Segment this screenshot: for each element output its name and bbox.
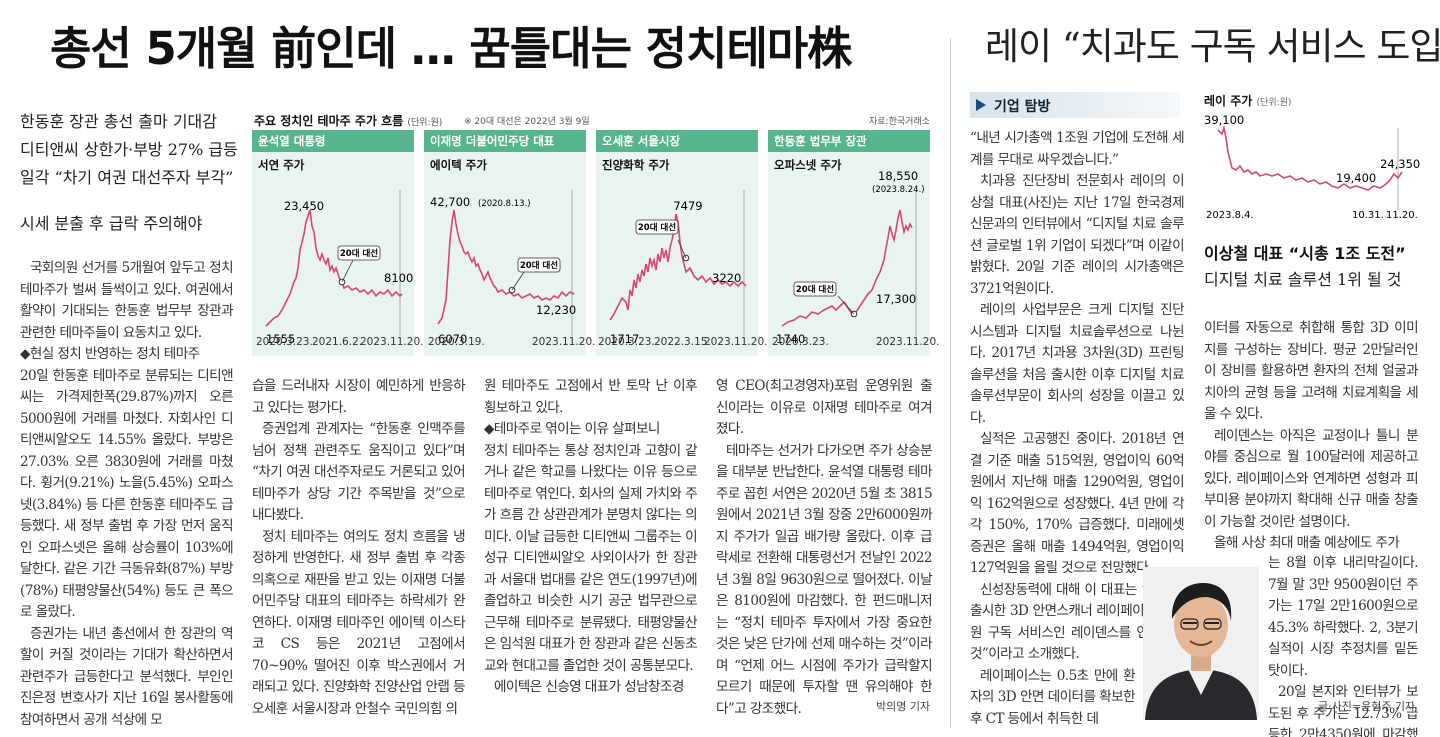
peak-label: 42,700 [430, 195, 470, 209]
subhead-line: 일각 “차기 여권 대선주자 부각” [20, 168, 234, 187]
peak-label: 18,550 [878, 169, 918, 183]
ray-chart-unit: (단위:원) [1256, 98, 1292, 108]
paragraph: 증권업계 관계자는 “한동훈 인맥주를 넘어 정책 관련주도 움직이고 있다”며… [252, 421, 466, 523]
right-subhead: 이상철 대표 “시총 1조 도전” [1204, 244, 1406, 263]
ray-last-label: 24,350 [1380, 157, 1420, 171]
low-label: 1740 [776, 332, 805, 346]
paragraph: 이터를 자동으로 취합해 통합 3D 이미지를 구성하는 장비다. 평균 2만달… [1204, 320, 1419, 422]
right-body-col2b: 는 8월 이후 내리막길이다. 7월 말 3만 9500원이던 주가는 17일 … [1268, 553, 1419, 737]
paragraph: 신성장동력에 대해 이 대표는 “올 3월 출시한 3D 안면스캐너 레이페이스… [970, 581, 1185, 663]
paragraph: 레이덴스는 아직은 교정이나 틀니 분야를 중심으로 월 100달러에 제공하고… [1204, 427, 1419, 530]
theme-stock-chart: 주요 정치인 테마주 주가 흐름 (단위:원) ※ 20대 대선은 2022년 … [252, 108, 934, 358]
paragraph: 치과용 진단장비 전문회사 레이의 이상철 대표(사진)는 지난 17일 한국경… [970, 173, 1185, 297]
column-divider [950, 38, 951, 728]
chart-panel-han: 한동훈 법무부 장관 오파스넷 주가 20대 대선 18,550 (2023.8… [768, 130, 930, 356]
right-body-col2a: 이터를 자동으로 취합해 통합 3D 이미지를 구성하는 장비다. 평균 2만달… [1204, 318, 1419, 555]
left-subhead-secondary: 시세 분출 후 급락 주의해야 [20, 214, 203, 233]
panel-graph: 20대 대선 7479 1717 3220 [609, 190, 747, 346]
peak-label: 7479 [673, 199, 702, 213]
ceo-photo [1143, 567, 1259, 720]
left-body-col2: 습을 드러내자 시장이 예민하게 반응하고 있다는 평가다. 증권업계 관계자는… [252, 376, 466, 720]
panel-stock: 에이텍 주가 [430, 158, 487, 172]
low-label: 1717 [610, 332, 639, 346]
subhead-line: 한동훈 장관 총선 출마 기대감 [20, 112, 217, 131]
ray-xtick: 11.20. [1386, 210, 1418, 221]
paragraph: 레이의 사업부문은 크게 디지털 진단 시스템과 디지털 치료솔루션으로 나뉜다… [970, 302, 1185, 426]
paragraph: 정치 테마주는 통상 정치인과 고향이 같거나 같은 학교를 나왔다는 이유 등… [484, 442, 698, 674]
chart-panel-yoon: 윤석열 대통령 서연 주가 20대 대선 23,450 1555 8100 [252, 130, 414, 356]
election-label: 20대 대선 [520, 260, 558, 271]
panel-graph: 20대 대선 18,550 (2023.8.24.) 1740 17,300 [776, 169, 925, 346]
panel-person: 윤석열 대통령 [252, 130, 414, 152]
panel-graph: 20대 대선 23,450 1555 8100 [265, 190, 413, 346]
byline-right: 글·사진=윤현주 기자 [1318, 700, 1416, 713]
panel-person: 한동훈 법무부 장관 [768, 130, 930, 152]
paragraph: 20일 한동훈 테마주로 분류되는 디티앤씨는 가격제한폭(29.87%)까지 … [20, 367, 234, 621]
paragraph: “내년 시가총액 1조원 기업에 도전해 세계를 무대로 싸우겠습니다.” [970, 130, 1185, 168]
low-label: 1555 [266, 332, 295, 346]
left-body-col1: 국회의원 선거를 5개월여 앞두고 정치테마주가 벌써 들썩이고 있다. 여권에… [20, 258, 234, 731]
paragraph: 는 8월 이후 내리막길이다. 7월 말 3만 9500원이던 주가는 17일 … [1268, 555, 1419, 679]
panel-stock: 진양화학 주가 [602, 158, 670, 172]
right-body-col1: “내년 시가총액 1조원 기업에 도전해 세계를 무대로 싸우겠습니다.” 치과… [970, 128, 1185, 730]
paragraph: 원 테마주도 고점에서 반 토막 난 이후 횡보하고 있다. [484, 378, 698, 416]
right-subhead-secondary: 디지털 치료 솔루션 1위 될 것 [1204, 270, 1402, 289]
subhead-line: 디티앤씨 상한가·부방 27% 급등 [20, 140, 238, 159]
election-label: 20대 대선 [796, 284, 834, 295]
chart-unit: (단위:원) [407, 118, 443, 128]
chart-panel-lee: 이재명 더불어민주당 대표 에이텍 주가 20대 대선 42,700 (2020… [424, 130, 586, 356]
left-subhead: 한동훈 장관 총선 출마 기대감 디티앤씨 상한가·부방 27% 급등 일각 “… [20, 108, 245, 192]
chart-source: 자료:한국거래소 [869, 117, 930, 127]
chart-title: 주요 정치인 테마주 주가 흐름 (단위:원) [254, 114, 443, 128]
last-label: 3220 [712, 271, 741, 285]
panel-graph: 20대 대선 42,700 (2020.8.13.) 6070 12,230 [430, 190, 576, 346]
ray-xtick: 2023.8.4. [1206, 210, 1254, 221]
section-heading: ◆테마주로 엮이는 이유 살펴보니 [484, 421, 660, 437]
peak-label: 23,450 [284, 199, 324, 213]
low-label: 6070 [438, 332, 467, 346]
paragraph: 정치 테마주는 여의도 정치 흐름을 냉정하게 반영한다. 새 정부 출범 후 … [252, 528, 466, 717]
chart-panel-oh: 오세훈 서울시장 진양화학 주가 20대 대선 7479 1717 3220 [596, 130, 758, 356]
left-body-col3: 원 테마주도 고점에서 반 토막 난 이후 횡보하고 있다. ◆테마주로 엮이는… [484, 376, 698, 699]
panel-stock: 오파스넷 주가 [774, 158, 842, 172]
paragraph: 증권가는 내년 총선에서 한 장관의 역할이 커질 것이라는 기대가 확산하면서… [20, 625, 234, 728]
election-label: 20대 대선 [638, 222, 676, 233]
section-heading: ◆현실 정치 반영하는 정치 테마주 [20, 346, 200, 362]
chart-note: ※ 20대 대선은 2022년 3월 9일 [464, 117, 590, 127]
section-tag: 기업 탐방 [970, 92, 1180, 118]
paragraph: 실적은 고공행진 중이다. 2018년 연결 기준 매출 515억원, 영업이익… [970, 431, 1185, 576]
last-label: 17,300 [876, 292, 916, 306]
headline-left: 총선 5개월 前인데 … 꿈틀대는 정치테마株 [50, 22, 852, 75]
paragraph: 영 CEO(최고경영자)포럼 운영위원 출신이라는 이유로 이재명 테마주로 여… [716, 378, 933, 437]
peak-date: (2020.8.13.) [478, 199, 531, 209]
paragraph: 테마주는 선거가 다가오면 주가 상승분을 대부분 반납한다. 윤석열 대통령 … [716, 442, 933, 717]
headline-right: 레이 “치과도 구독 서비스 도입” [985, 25, 1440, 68]
ray-stock-chart: 39,100 19,400 24,350 2023.8.4. 10.31. 11… [1204, 113, 1420, 221]
ray-chart-title: 레이 주가 (단위:원) [1204, 94, 1292, 108]
panel-person: 이재명 더불어민주당 대표 [424, 130, 586, 152]
paragraph: 20일 본지와 인터뷰가 보도된 후 주가는 12.73% 급등한 2만4350… [1268, 684, 1419, 737]
panel-person: 오세훈 서울시장 [596, 130, 758, 152]
paragraph: 습을 드러내자 시장이 예민하게 반응하고 있다는 평가다. [252, 378, 466, 416]
paragraph: 에이텍은 신승영 대표가 성남창조경 [494, 679, 684, 695]
ray-peak-label: 39,100 [1204, 113, 1244, 127]
ray-low-label: 19,400 [1336, 171, 1376, 185]
last-label: 8100 [384, 271, 413, 285]
last-label: 12,230 [536, 303, 576, 317]
paragraph: 레이페이스는 0.5초 만에 환자의 3D 안면 데이터를 확보한 후 CT 등… [970, 667, 1136, 727]
peak-date: (2023.8.24.) [872, 185, 925, 195]
paragraph: 국회의원 선거를 5개월여 앞두고 정치테마주가 벌써 들썩이고 있다. 여권에… [20, 260, 234, 341]
ray-xtick: 10.31. [1352, 210, 1384, 221]
panel-stock: 서연 주가 [258, 158, 305, 172]
byline-left: 박의명 기자 [876, 700, 931, 713]
left-body-col4: 영 CEO(최고경영자)포럼 운영위원 출신이라는 이유로 이재명 테마주로 여… [716, 376, 933, 720]
election-label: 20대 대선 [340, 248, 378, 259]
paragraph: 올해 사상 최대 매출 예상에도 주가 [1214, 535, 1400, 551]
